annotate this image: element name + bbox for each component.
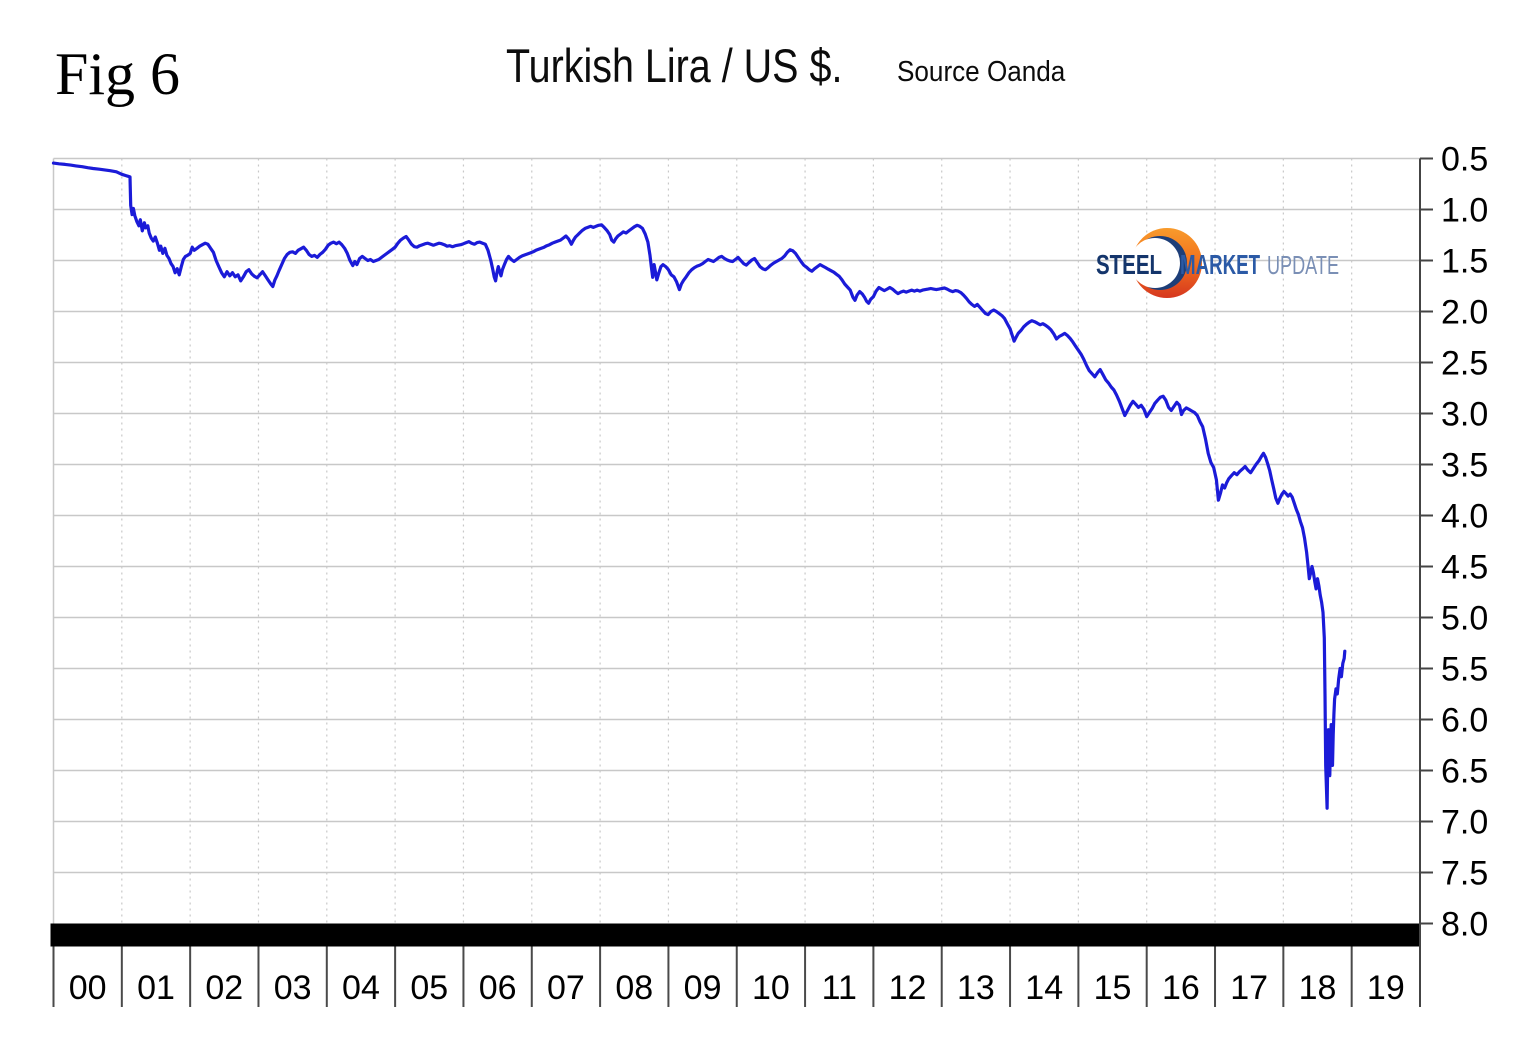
x-axis-label: 06 [479, 969, 517, 1007]
x-axis-label: 12 [889, 969, 927, 1007]
x-axis-label: 04 [342, 969, 380, 1007]
y-axis-label: 7.0 [1441, 804, 1488, 842]
chart-source-label: Source Oanda [897, 56, 1066, 88]
crescent-icon [1130, 228, 1202, 298]
x-axis-label: 07 [547, 969, 585, 1007]
y-axis-label: 2.0 [1441, 294, 1488, 332]
x-axis-label: 08 [615, 969, 653, 1007]
y-axis-label: 7.5 [1441, 855, 1488, 893]
x-axis-label: 00 [69, 969, 107, 1007]
x-axis-label: 17 [1230, 969, 1268, 1007]
y-axis-label: 0.5 [1441, 141, 1488, 179]
y-axis-label: 6.0 [1441, 702, 1488, 740]
y-axis-label: 2.5 [1441, 345, 1488, 383]
x-axis-label: 13 [957, 969, 995, 1007]
x-axis-label: 10 [752, 969, 790, 1007]
y-axis-label: 5.0 [1441, 600, 1488, 638]
x-axis-label: 05 [410, 969, 448, 1007]
y-axis-label: 5.5 [1441, 651, 1488, 689]
figure-number-label: Fig 6 [55, 41, 181, 107]
y-axis-label: 3.5 [1441, 447, 1488, 485]
y-axis-label: 8.0 [1441, 906, 1488, 944]
x-axis-label: 14 [1025, 969, 1063, 1007]
x-axis-label: 19 [1367, 969, 1405, 1007]
x-axis-label: 16 [1162, 969, 1200, 1007]
x-axis-label: 15 [1094, 969, 1132, 1007]
x-axis-label: 03 [274, 969, 312, 1007]
y-axis-label: 4.5 [1441, 549, 1488, 587]
logo-word-steel: STEEL [1096, 249, 1162, 280]
x-axis-label: 18 [1299, 969, 1337, 1007]
y-axis-label: 6.5 [1441, 753, 1488, 791]
logo-word-update: UPDATE [1267, 250, 1339, 280]
x-axis-bar [50, 923, 1420, 947]
steel-market-update-logo: STEEL MARKET UPDATE [1088, 228, 1344, 300]
logo-word-market: MARKET [1180, 249, 1260, 280]
x-axis-label: 11 [822, 969, 857, 1007]
x-axis-label: 02 [205, 969, 243, 1007]
x-axis-label: 09 [684, 969, 722, 1007]
y-axis-label: 3.0 [1441, 396, 1488, 434]
chart-title: Turkish Lira / US $. [506, 39, 843, 92]
exchange-rate-line [51, 161, 1347, 810]
x-axis-label: 01 [137, 969, 175, 1007]
y-axis-label: 1.0 [1441, 192, 1488, 230]
y-axis-label: 1.5 [1441, 243, 1488, 281]
y-axis-label: 4.0 [1441, 498, 1488, 536]
